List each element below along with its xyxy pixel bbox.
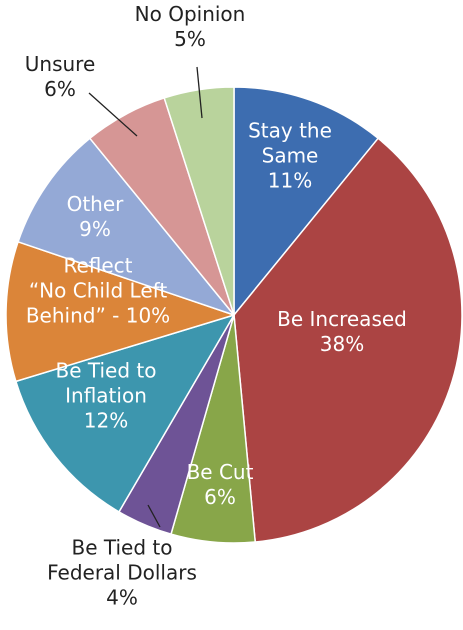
slice-label-line: Be Increased xyxy=(277,307,407,331)
slice-label-line: 6% xyxy=(44,77,76,101)
slice-label-line: “No Child Left xyxy=(29,279,168,303)
slice-label-other: Other 9% xyxy=(67,192,125,241)
pie-slice-nclb xyxy=(5,241,235,383)
leader-line-federal xyxy=(147,504,161,528)
slice-label-federal: Be Tied to Federal Dollars 4% xyxy=(47,536,197,610)
leader-line-unsure xyxy=(88,92,138,137)
slice-label-line: Stay the xyxy=(248,119,332,143)
slice-labels: Stay the Same 11%Be Increased 38%Be Cut 6%Be… xyxy=(25,2,407,610)
slice-label-cut: Be Cut 6% xyxy=(187,460,254,509)
slice-label-line: 12% xyxy=(84,409,128,433)
slice-label-line: 5% xyxy=(174,27,206,51)
leader-lines xyxy=(88,66,203,528)
slice-label-increased: Be Increased 38% xyxy=(277,307,407,356)
slice-label-line: Behind” - 10% xyxy=(26,304,170,328)
leader-line-noopinion xyxy=(196,66,203,119)
slice-label-line: No Opinion xyxy=(135,2,246,26)
slice-label-line: Be Tied to xyxy=(72,536,173,560)
pie-slice-other xyxy=(17,137,235,316)
pie-slices xyxy=(5,86,463,544)
slice-label-noopinion: No Opinion 5% xyxy=(135,2,246,51)
slice-label-line: 11% xyxy=(268,169,312,193)
slice-label-inflation: Be Tied to Inflation 12% xyxy=(56,359,157,433)
slice-label-line: 6% xyxy=(204,485,236,509)
slice-label-unsure: Unsure 6% xyxy=(25,52,96,101)
slice-label-line: Be Tied to xyxy=(56,359,157,383)
slice-label-line: Inflation xyxy=(65,384,147,408)
slice-label-stay: Stay the Same 11% xyxy=(248,119,332,193)
slice-label-line: Same xyxy=(262,144,319,168)
pie-slice-increased xyxy=(233,137,463,543)
pie-slice-inflation xyxy=(15,314,235,513)
slice-label-line: 38% xyxy=(320,332,364,356)
slice-label-line: 4% xyxy=(106,586,138,610)
slice-label-line: 9% xyxy=(79,217,111,241)
pie-slice-stay xyxy=(233,86,379,316)
slice-label-line: Unsure xyxy=(25,52,96,76)
slice-label-line: Other xyxy=(67,192,125,216)
slice-label-line: Reflect xyxy=(63,254,132,278)
slice-label-nclb: Reflect “No Child Left Behind” - 10% xyxy=(26,254,170,328)
slice-label-line: Federal Dollars xyxy=(47,561,197,585)
slice-label-line: Be Cut xyxy=(187,460,254,484)
